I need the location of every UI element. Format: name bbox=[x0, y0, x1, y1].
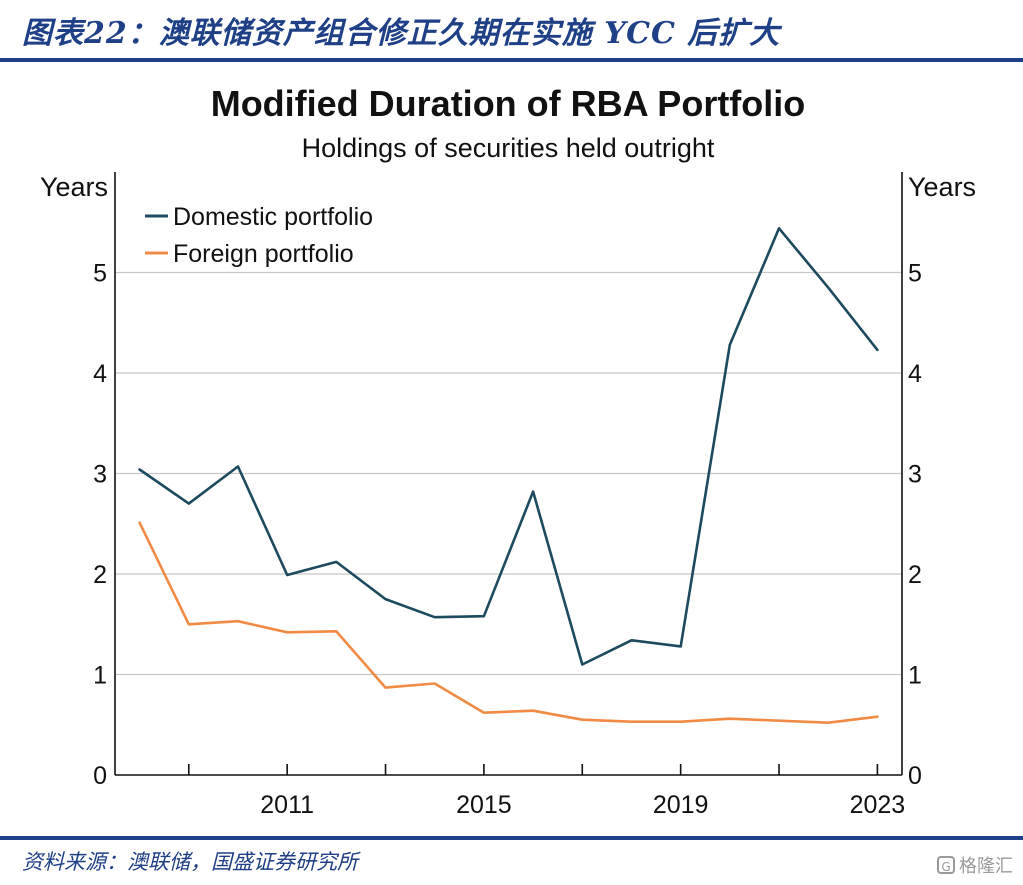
figure-header: 图表22：澳联储资产组合修正久期在实施 YCC 后扩大 bbox=[0, 0, 1023, 64]
y-tick-label-right-2: 2 bbox=[908, 561, 922, 589]
x-tick-label-2023: 2023 bbox=[850, 791, 906, 819]
series-lines bbox=[138, 227, 879, 725]
series-line-domestic bbox=[138, 227, 879, 666]
y-tick-label-left-5: 5 bbox=[93, 260, 107, 288]
gridlines bbox=[115, 271, 902, 676]
legend-label-domestic: Domestic portfolio bbox=[173, 203, 373, 231]
x-tick-label-2015: 2015 bbox=[456, 791, 512, 819]
y-tick-label-left-4: 4 bbox=[93, 360, 107, 388]
y-tick-label-left-3: 3 bbox=[93, 461, 107, 489]
chart-subtitle: Holdings of securities held outright bbox=[302, 133, 715, 163]
x-tick-label-2011: 2011 bbox=[260, 791, 314, 819]
bottom-rule bbox=[0, 836, 1023, 840]
top-rule bbox=[0, 58, 1023, 62]
y-tick-label-right-0: 0 bbox=[908, 762, 922, 790]
chart-title: Modified Duration of RBA Portfolio bbox=[211, 83, 806, 124]
axes: 0 0 1 1 2 2 3 3 4 4 5 5 2011 2015 2019 2023 bbox=[93, 172, 922, 819]
y-tick-label-right-5: 5 bbox=[908, 260, 922, 288]
y-tick-label-right-3: 3 bbox=[908, 461, 922, 489]
y-tick-label-left-0: 0 bbox=[93, 762, 107, 790]
source-note: 资料来源：澳联储，国盛证券研究所 bbox=[22, 850, 358, 874]
watermark-text: 格隆汇 bbox=[959, 856, 1013, 877]
y-axis-label-left: Years bbox=[40, 172, 108, 202]
watermark-logo-icon: G bbox=[937, 856, 955, 874]
watermark: G 格隆汇 bbox=[937, 852, 1013, 878]
figure-title: 图表22：澳联储资产组合修正久期在实施 YCC 后扩大 bbox=[22, 16, 781, 51]
duration-line-chart: Modified Duration of RBA Portfolio Holdi… bbox=[40, 83, 976, 819]
y-axis-label-right: Years bbox=[908, 172, 976, 202]
y-tick-label-right-4: 4 bbox=[908, 360, 922, 388]
y-tick-label-left-2: 2 bbox=[93, 561, 107, 589]
y-tick-label-right-1: 1 bbox=[908, 662, 922, 690]
y-tick-label-left-1: 1 bbox=[93, 662, 107, 690]
x-tick-label-2019: 2019 bbox=[653, 791, 709, 819]
legend-label-foreign: Foreign portfolio bbox=[173, 240, 354, 268]
legend: Domestic portfolio Foreign portfolio bbox=[145, 203, 373, 268]
series-line-foreign bbox=[138, 521, 879, 725]
